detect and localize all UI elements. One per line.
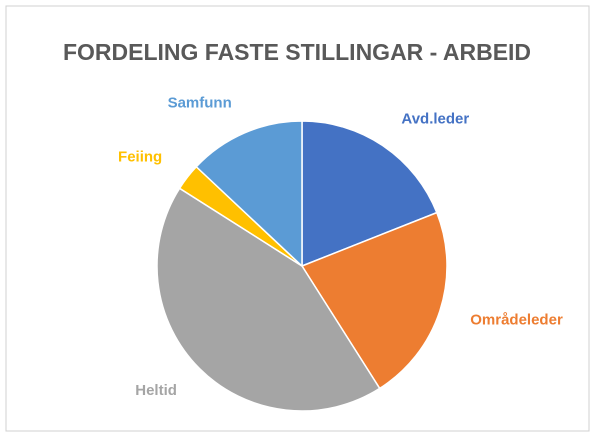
slice-label: Samfunn xyxy=(168,95,232,112)
pie-slice xyxy=(156,187,381,412)
slice-label: Heltid xyxy=(135,382,177,399)
slice-label: Områdeleder xyxy=(470,312,563,329)
slice-label: Feiing xyxy=(118,149,162,166)
slice-label: Avd.leder xyxy=(401,111,469,128)
pie-slice xyxy=(301,120,438,268)
chart-title: FORDELING FASTE STILLINGAR - ARBEID xyxy=(63,39,531,65)
pie-slice xyxy=(300,211,448,390)
pie-slice xyxy=(195,120,303,268)
